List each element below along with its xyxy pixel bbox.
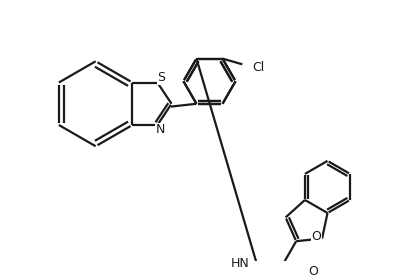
Text: S: S (157, 71, 165, 84)
Text: HN: HN (231, 258, 249, 270)
Text: O: O (311, 230, 320, 243)
Text: O: O (307, 265, 317, 276)
Text: Cl: Cl (251, 61, 263, 74)
Text: N: N (155, 123, 164, 136)
